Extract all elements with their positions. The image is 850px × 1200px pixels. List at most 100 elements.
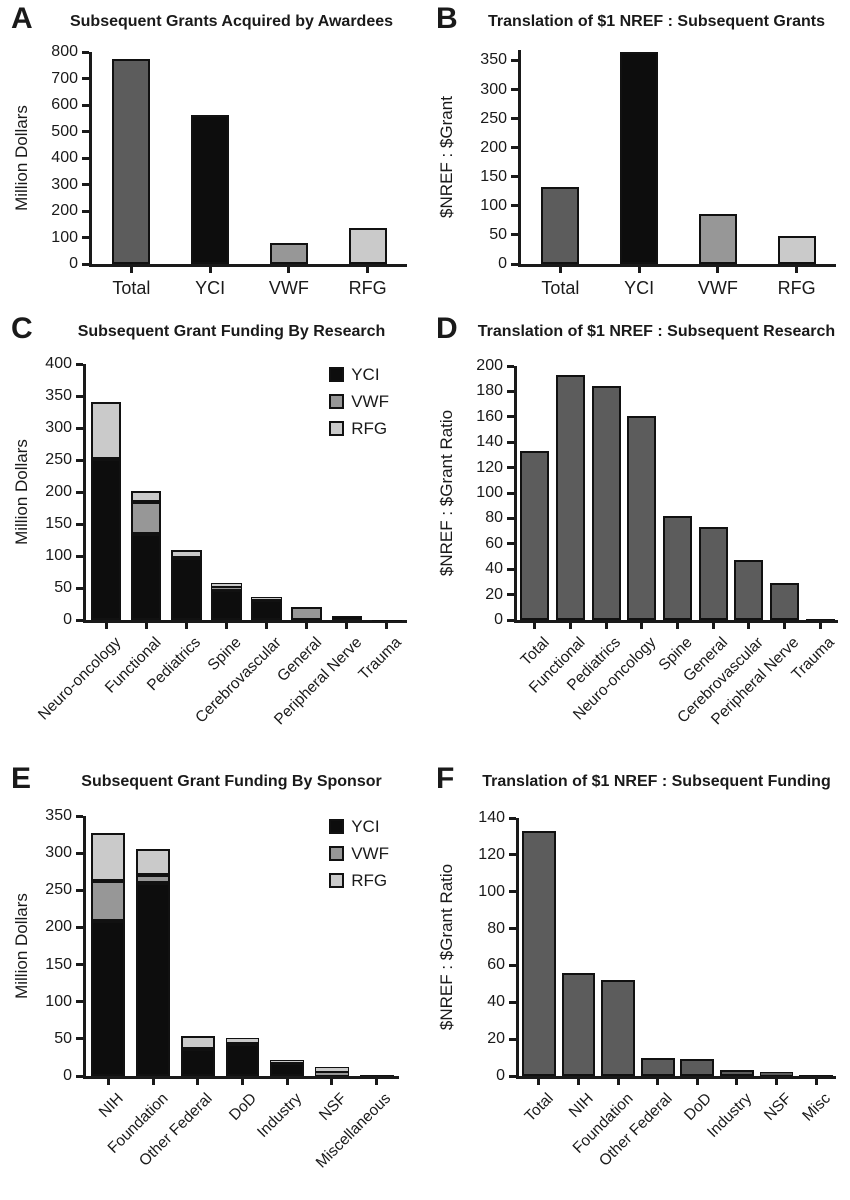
x-category-label: RFG bbox=[777, 278, 816, 298]
y-tick-mark bbox=[82, 183, 89, 186]
y-tick-label: 120 bbox=[478, 845, 505, 863]
y-tick-label: 20 bbox=[487, 1030, 505, 1048]
y-tick-mark bbox=[76, 1037, 83, 1041]
bar-rfg bbox=[348, 227, 387, 264]
y-axis-title: $NREF : $Grant bbox=[437, 96, 456, 218]
x-category-label-text: Trauma bbox=[355, 634, 405, 684]
x-tick-mark bbox=[366, 267, 370, 273]
x-category-label-text: NIH bbox=[565, 1090, 597, 1121]
x-category-label-text: Misc bbox=[799, 1090, 835, 1125]
bar-total bbox=[541, 186, 580, 264]
y-tick-label: 150 bbox=[45, 955, 72, 973]
x-tick-mark bbox=[775, 1079, 779, 1085]
y-tick-label: 600 bbox=[51, 96, 78, 113]
y-tick-label: 100 bbox=[51, 228, 78, 246]
y-tick-label: 400 bbox=[45, 355, 72, 372]
bar-segment-yci-functional bbox=[130, 534, 162, 620]
x-tick-mark bbox=[184, 623, 188, 629]
y-tick-label: 0 bbox=[69, 255, 78, 272]
x-tick-mark bbox=[716, 267, 720, 273]
x-tick-mark bbox=[637, 267, 641, 273]
legend-swatch-rfg bbox=[329, 421, 345, 436]
bar-segment-rfg-nih bbox=[91, 833, 126, 882]
x-tick-mark bbox=[104, 623, 108, 629]
panel-a-chart: 0 100 200 300 400 500 600 700 800 Million Dollars… bbox=[0, 43, 425, 310]
panel-d-header: D Translation of $1 NREF : Subsequent Re… bbox=[425, 310, 850, 354]
bar-peripheral-nerve bbox=[769, 583, 800, 620]
y-tick-mark bbox=[76, 362, 83, 366]
y-tick-mark bbox=[509, 927, 516, 931]
y-tick-mark bbox=[511, 117, 518, 121]
y-tick-label: 50 bbox=[489, 225, 507, 243]
y-tick-label: 180 bbox=[476, 382, 503, 400]
bar-nih bbox=[561, 972, 596, 1076]
y-tick-label: 150 bbox=[480, 167, 507, 185]
legend-swatch-vwf bbox=[329, 394, 345, 409]
x-category-label-text: Total bbox=[521, 1090, 557, 1126]
bar-segment-yci-spine bbox=[211, 589, 242, 620]
x-category-label-text: NIH bbox=[95, 1090, 127, 1121]
legend-item-rfg: RFG bbox=[329, 420, 389, 437]
y-tick-label: 0 bbox=[494, 611, 503, 628]
bar-other-federal bbox=[640, 1058, 675, 1076]
y-tick-mark bbox=[511, 233, 518, 237]
y-tick-mark bbox=[76, 586, 83, 590]
bar-dod bbox=[680, 1059, 715, 1076]
panel-e-title: Subsequent Grant Funding By Sponsor bbox=[81, 773, 382, 790]
y-tick-label: 80 bbox=[485, 509, 503, 527]
y-axis-title: Million Dollars bbox=[12, 893, 31, 999]
y-tick-mark bbox=[507, 593, 514, 597]
y-tick-label: 300 bbox=[51, 175, 78, 193]
y-tick-label: 500 bbox=[51, 122, 78, 140]
x-tick-mark bbox=[783, 623, 786, 629]
x-tick-mark bbox=[735, 1079, 739, 1085]
y-axis-line bbox=[516, 818, 519, 1079]
y-axis-title: Million Dollars bbox=[12, 439, 31, 545]
panel-b-chart: 0 50 100 150 200 250 300 350 $NREF : $Grant Total… bbox=[425, 44, 850, 310]
y-tick-mark bbox=[507, 491, 514, 495]
bar-segment-yci-other-federal bbox=[180, 1049, 215, 1076]
y-tick-label: 60 bbox=[485, 534, 503, 552]
y-tick-mark bbox=[76, 458, 83, 462]
y-tick-label: 200 bbox=[45, 918, 72, 936]
x-tick-mark bbox=[305, 623, 309, 629]
x-tick-mark bbox=[385, 623, 389, 629]
bar-vwf bbox=[269, 243, 308, 264]
y-tick-label: 20 bbox=[485, 585, 503, 603]
y-tick-mark bbox=[82, 77, 89, 80]
y-tick-label: 250 bbox=[45, 451, 72, 468]
x-tick-mark bbox=[576, 1079, 580, 1085]
x-category-label-text: Industry bbox=[254, 1090, 306, 1142]
y-tick-label: 40 bbox=[487, 993, 505, 1011]
bar-functional bbox=[555, 374, 586, 620]
panel-c-header: C Subsequent Grant Funding By Research bbox=[0, 310, 425, 354]
x-tick-mark bbox=[814, 1079, 818, 1085]
y-tick-mark bbox=[76, 490, 83, 494]
bar-total bbox=[112, 58, 151, 264]
x-tick-mark bbox=[676, 623, 679, 629]
x-tick-mark bbox=[265, 623, 269, 629]
panel-d-letter: D bbox=[436, 312, 458, 345]
bar-segment-yci-foundation bbox=[136, 882, 171, 1076]
panel-f-title: Translation of $1 NREF : Subsequent Fund… bbox=[482, 773, 831, 790]
y-tick-label: 400 bbox=[51, 149, 78, 166]
bar-segment-rfg-dod bbox=[225, 1038, 260, 1043]
y-tick-mark bbox=[507, 466, 514, 470]
y-tick-mark bbox=[509, 890, 516, 894]
x-tick-mark bbox=[616, 1079, 620, 1085]
x-category-label: VWF bbox=[697, 278, 738, 298]
bar-yci bbox=[620, 52, 659, 264]
y-tick-mark bbox=[76, 814, 83, 818]
y-tick-label: 200 bbox=[45, 483, 72, 500]
legend-swatch-yci bbox=[329, 367, 345, 382]
y-axis-title: Million Dollars bbox=[12, 105, 31, 211]
legend: YCI VWF RFG bbox=[329, 366, 389, 437]
y-tick-label: 140 bbox=[478, 809, 505, 826]
panel-b: B Translation of $1 NREF : Subsequent Gr… bbox=[425, 0, 850, 310]
y-tick-mark bbox=[511, 58, 518, 62]
legend-item-vwf: VWF bbox=[329, 393, 389, 410]
y-tick-label: 140 bbox=[476, 433, 503, 451]
y-tick-mark bbox=[511, 204, 518, 208]
x-axis-line bbox=[83, 1076, 399, 1079]
